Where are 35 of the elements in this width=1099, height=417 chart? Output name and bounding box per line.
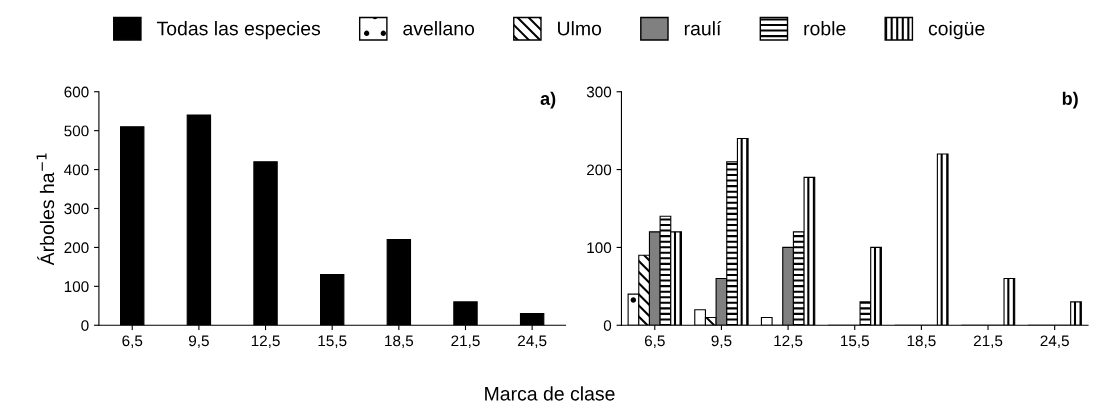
x-tick-label: 15,5: [318, 335, 347, 349]
legend-label: avellano: [403, 21, 475, 36]
legend-label: raulí: [684, 20, 722, 36]
y-tick-label: 300: [64, 203, 89, 215]
chart-title: a): [540, 91, 556, 109]
y-tick-label: 200: [587, 164, 612, 176]
y-tick-label: 100: [64, 281, 89, 293]
legend-label: coigüe: [928, 21, 985, 40]
x-tick-label: 18,5: [385, 335, 414, 349]
y-tick-label: 500: [64, 125, 89, 137]
x-tick-label: 6,5: [122, 335, 143, 349]
y-tick-label: 600: [64, 86, 89, 98]
y-axis-title: Árboles ha$^{−1}$: [36, 153, 55, 266]
y-tick-label: 400: [64, 164, 89, 176]
x-tick-label: 9,5: [188, 335, 209, 349]
y-tick-label: 0: [81, 320, 89, 331]
x-tick-label: 15,5: [841, 335, 869, 349]
y-tick-label: 200: [64, 242, 89, 254]
x-tick-label: 21,5: [451, 335, 480, 349]
x-tick-label: 6,5: [644, 335, 665, 349]
x-tick-label: 9,5: [711, 335, 732, 349]
x-tick-label: 12,5: [774, 335, 803, 349]
y-tick-label: 300: [586, 86, 612, 98]
legend-label: roble: [804, 21, 846, 36]
x-tick-label: 21,5: [973, 335, 1003, 349]
y-tick-label: 100: [587, 242, 612, 254]
legend-label: Ulmo: [558, 21, 602, 36]
legend-label: Todas las especies: [156, 21, 321, 40]
y-tick-label: 0: [603, 320, 612, 331]
x-tick-label: 12,5: [251, 335, 280, 349]
x-tick-label: 18,5: [907, 335, 936, 349]
chart-title: b): [1062, 91, 1078, 109]
x-axis-title: Marca de clase: [485, 386, 615, 401]
x-tick-label: 24,5: [1040, 335, 1069, 349]
x-tick-label: 24,5: [518, 335, 547, 349]
